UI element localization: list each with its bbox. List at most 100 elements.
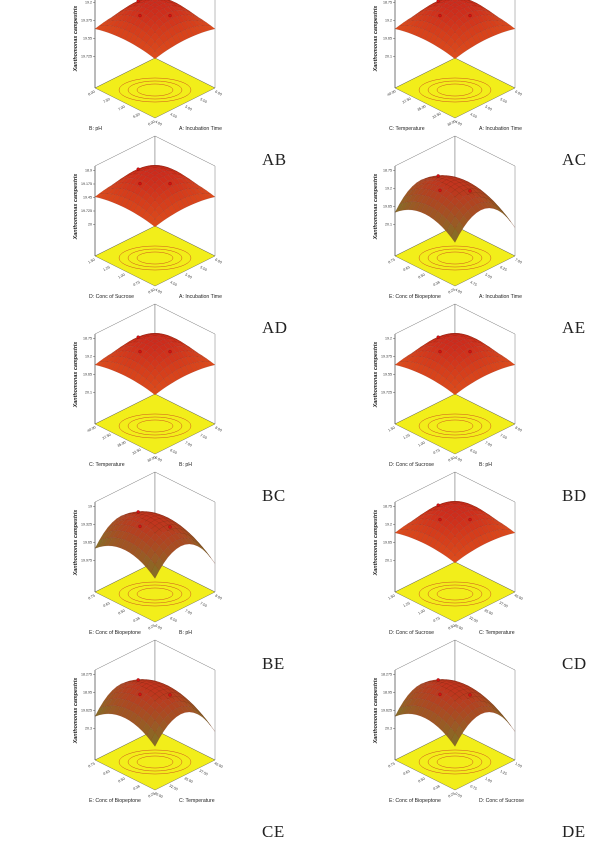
x-tick-label: 30.00 [454, 623, 464, 631]
design-point [138, 13, 142, 18]
y-axis-title: C: Temperature [389, 126, 425, 132]
surface-panel-bd: 19.725 19.55 19.375 19.2 Xanthomonas campest… [300, 303, 600, 506]
surface-panel-ac: 20.1 19.65 19.2 18.75 Xanthomonas campestris… [300, 0, 600, 170]
y-tick-label: 37.50 [402, 97, 412, 105]
contour-line [418, 581, 492, 607]
y-tick-label: 0.63 [403, 265, 411, 272]
x-tick-label: 7.50 [199, 433, 207, 440]
x-axis-title: A: Incubation Time [179, 294, 222, 300]
y-axis-title: D: Conc of Sucrose [389, 630, 434, 636]
x-axis-title: A: Incubation Time [179, 126, 222, 132]
panel-label: AC [562, 150, 587, 169]
y-tick-label: 0.50 [418, 273, 426, 280]
z-axis-title: Xanthomonas campestris [73, 174, 79, 241]
x-tick-label: 7.00 [184, 441, 192, 448]
x-tick-label: 32.50 [169, 784, 179, 792]
z-tick-label: 20.1 [385, 55, 392, 59]
contour-line [436, 587, 474, 601]
z-tick-label: 19.975 [81, 559, 92, 563]
z-tick-label: 20.1 [85, 391, 92, 395]
x-axis-title: C: Temperature [479, 630, 515, 636]
x-axis-title: B: pH [479, 462, 492, 468]
y-axis-title: E: Conc of Biopeptone [89, 798, 141, 804]
y-tick-label: 7.50 [103, 97, 111, 104]
y-tick-label: 30.00 [147, 455, 157, 463]
z-tick-label: 18.9 [85, 169, 92, 173]
panel-label: AE [562, 318, 586, 337]
y-tick-label: 0.75 [433, 448, 441, 455]
x-tick-label: 40.00 [514, 593, 524, 601]
contour-line [427, 752, 483, 772]
contour-line [136, 251, 174, 265]
y-axis-title: B: pH [89, 126, 102, 132]
z-tick-label: 19.325 [81, 523, 92, 527]
y-tick-label: 32.50 [132, 448, 142, 456]
z-tick-label: 19.65 [83, 373, 92, 377]
x-tick-label: 40.00 [214, 761, 224, 769]
surface-panel-ab: 19.725 19.55 19.375 19.2 Xanthomonas campest… [0, 0, 300, 170]
z-tick-label: 19.625 [81, 709, 92, 713]
response-surface [94, 165, 216, 227]
z-tick-label: 19.375 [81, 19, 92, 23]
z-tick-label: 20.3 [385, 727, 392, 731]
z-tick-label: 20 [88, 223, 92, 227]
y-tick-label: 0.38 [433, 784, 441, 791]
panel-label: BD [562, 486, 587, 505]
design-point [168, 525, 172, 529]
y-axis-title: C: Temperature [89, 462, 125, 468]
contour-line [136, 587, 174, 601]
surface-cell [150, 564, 160, 579]
panel-label: AB [262, 150, 287, 169]
y-tick-label: 0.75 [433, 616, 441, 623]
design-point [436, 678, 440, 682]
y-tick-label: 0.75 [388, 258, 396, 265]
z-tick-label: 19.65 [83, 541, 92, 545]
x-axis-title: C: Temperature [179, 798, 215, 804]
y-tick-label: 0.38 [433, 280, 441, 287]
design-point [438, 188, 442, 193]
x-tick-label: 7.00 [484, 441, 492, 448]
x-tick-label: 5.50 [199, 265, 207, 272]
y-tick-label: 8.00 [88, 90, 96, 97]
z-axis-title: Xanthomonas campestris [373, 174, 379, 241]
z-tick-label: 19.65 [383, 541, 392, 545]
surface-cell [150, 219, 160, 227]
x-tick-label: 5.50 [199, 97, 207, 104]
z-tick-label: 19.65 [383, 37, 392, 41]
x-tick-label: 4.50 [169, 112, 177, 119]
z-axis-title: Xanthomonas campestris [373, 510, 379, 577]
y-axis-title: D: Conc of Sucrose [389, 462, 434, 468]
z-axis-title: Xanthomonas campestris [73, 342, 79, 409]
surface-cell [150, 732, 160, 747]
surface-plot-svg: 19.975 19.65 19.325 19 Xanthomonas campestri… [73, 471, 222, 636]
z-tick-label: 18.275 [81, 673, 92, 677]
y-axis-title: E: Conc of Biopeptone [389, 294, 441, 300]
x-tick-label: 8.00 [214, 426, 222, 433]
y-tick-label: 0.75 [88, 594, 96, 601]
x-tick-label: 1.50 [514, 762, 522, 769]
y-tick-label: 1.00 [118, 273, 126, 280]
x-tick-label: 7.50 [499, 433, 507, 440]
y-tick-label: 7.00 [118, 105, 126, 112]
x-tick-label: 35.00 [184, 776, 194, 784]
contour-line [418, 413, 492, 439]
x-tick-label: 6.00 [214, 258, 222, 265]
contour-line [136, 419, 174, 433]
z-tick-label: 18.95 [83, 691, 92, 695]
contour-line [427, 248, 483, 268]
panel-label: CD [562, 654, 587, 673]
y-tick-label: 40.00 [87, 425, 97, 433]
design-point [136, 678, 140, 682]
design-point [436, 335, 440, 339]
y-tick-label: 6.50 [133, 112, 141, 119]
response-surface [394, 0, 516, 59]
design-point [468, 13, 472, 18]
surface-panel-cd: 20.1 19.65 19.2 18.75 Xanthomonas campestris… [300, 471, 600, 674]
surface-cell [150, 387, 160, 395]
x-tick-label: 4.50 [169, 280, 177, 287]
contour-line [127, 80, 183, 100]
x-axis-title: A: Incubation Time [479, 126, 522, 132]
x-tick-label: 30.00 [154, 791, 164, 799]
contour-line [118, 749, 192, 775]
contour-line [127, 752, 183, 772]
